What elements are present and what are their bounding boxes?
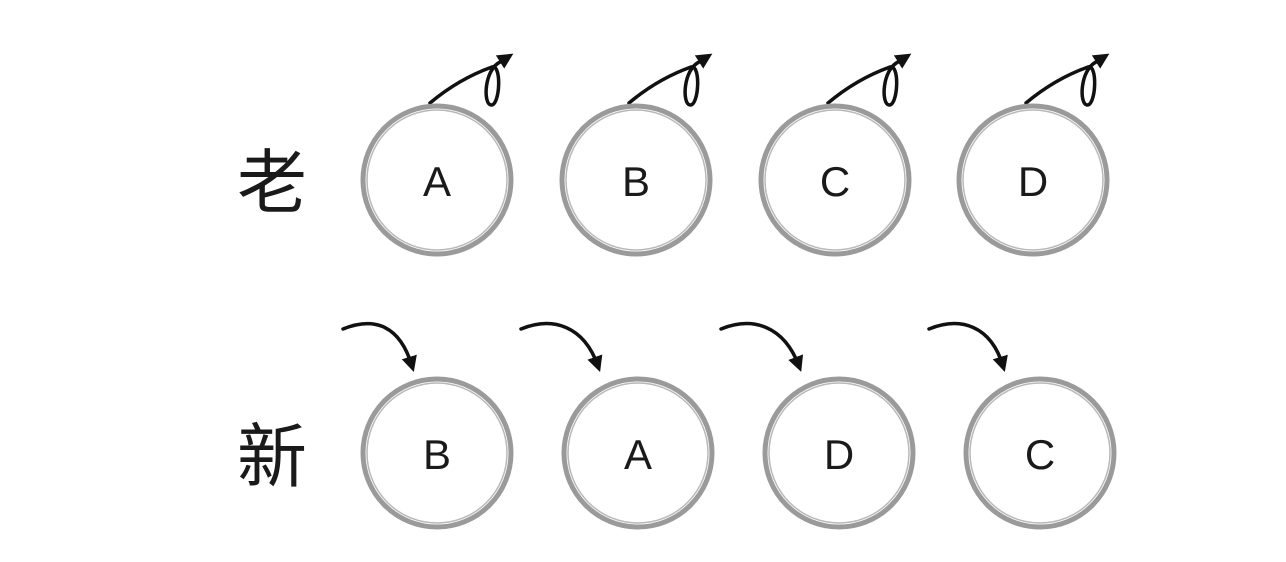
node-label: C [820,158,850,205]
node-label: B [622,158,650,205]
old-node-2: B [559,53,713,257]
node-circle [360,376,514,530]
node-label: D [824,431,854,478]
loop-out-icon [428,53,514,107]
node-circle-inner [969,382,1111,524]
loop-out-icon [1024,53,1110,107]
node-circle-inner [567,382,709,524]
arrow-in-icon [719,321,804,372]
new-row: 新 B A D C [237,321,1117,530]
arrow-in-icon [927,321,1008,373]
arrow-in-icon [519,321,603,372]
old-row-label: 老 [237,142,307,224]
node-circle [963,376,1117,530]
new-node-2: A [519,321,715,530]
old-node-3: C [758,53,912,257]
node-circle-inner [366,382,508,524]
new-node-4: C [927,321,1117,530]
new-node-3: D [719,321,916,530]
node-circle-inner [366,109,508,251]
node-circle [360,103,514,257]
node-circle [762,376,916,530]
node-circle [956,103,1110,257]
node-circle [758,103,912,257]
new-row-label: 新 [237,416,307,498]
loop-out-icon [627,53,713,107]
loop-out-icon [826,53,912,107]
old-node-4: D [956,53,1110,257]
node-circle-inner [768,382,910,524]
node-label: C [1025,431,1055,478]
node-circle [561,376,715,530]
node-label: B [423,431,451,478]
arrow-in-icon [341,321,417,373]
node-circle-inner [565,109,707,251]
node-label: A [624,431,652,478]
node-label: D [1018,158,1048,205]
node-label: A [423,158,451,205]
node-circle-inner [764,109,906,251]
old-row: 老 A B C D [237,53,1110,257]
old-node-1: A [360,53,514,257]
new-node-1: B [341,321,514,530]
node-circle [559,103,713,257]
node-circle-inner [962,109,1104,251]
